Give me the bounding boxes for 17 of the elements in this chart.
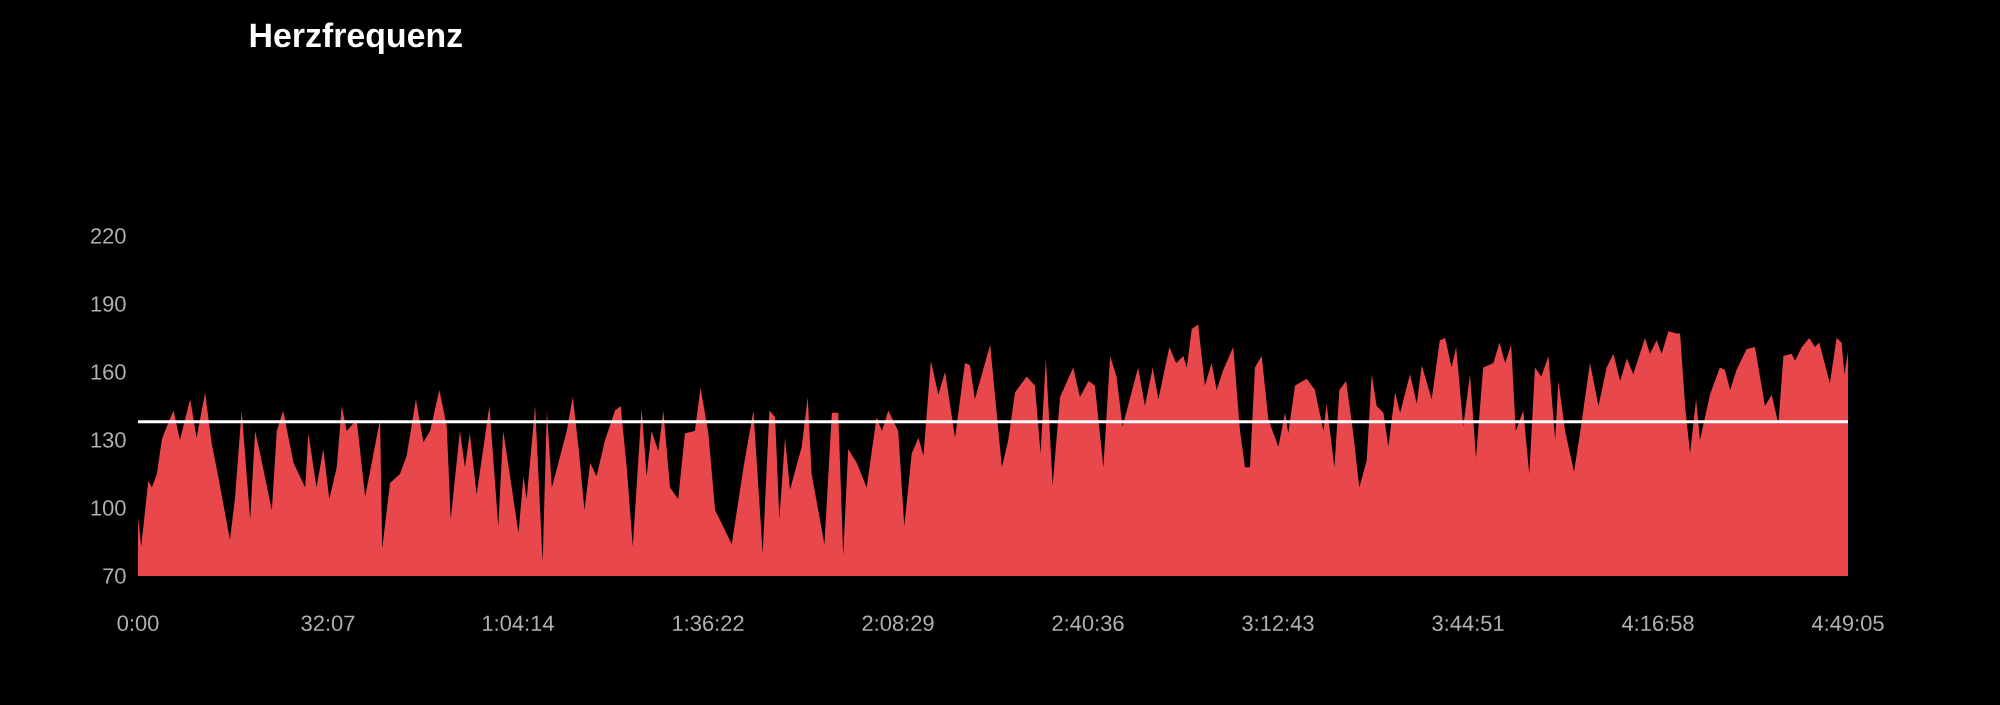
- y-tick-label: 100: [91, 500, 126, 516]
- x-tick-label: 3:12:43: [1242, 615, 1314, 632]
- x-tick-label: 2:08:29: [862, 615, 934, 632]
- chart-title: Herzfrequenz: [250, 22, 462, 55]
- x-tick-label: 4:49:05: [1811, 615, 1884, 632]
- y-tick-label: 220: [91, 228, 126, 244]
- x-tick-label: 4:16:58: [1621, 615, 1694, 632]
- y-tick-label: 160: [91, 364, 126, 380]
- x-tick-label: 1:36:22: [673, 615, 744, 632]
- x-tick-label: 1:04:14: [483, 615, 554, 632]
- y-tick-label: 70: [103, 568, 126, 584]
- y-tick-label: 190: [91, 296, 126, 312]
- x-tick-label: 3:44:51: [1432, 615, 1504, 632]
- x-tick-label: 2:40:36: [1052, 615, 1124, 632]
- x-tick-label: 32:07: [301, 615, 355, 632]
- x-tick-label: 0:00: [117, 615, 159, 632]
- y-tick-label: 130: [91, 432, 126, 448]
